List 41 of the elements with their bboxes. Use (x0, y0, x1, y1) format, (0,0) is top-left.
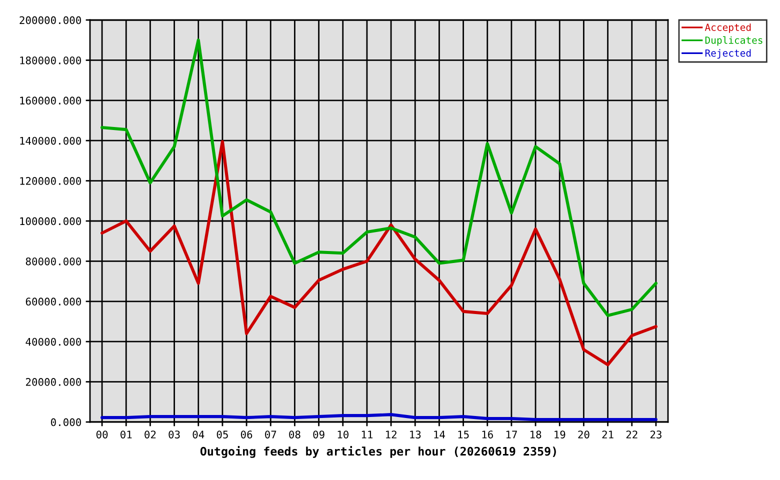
x-tick-label: 19 (554, 430, 566, 438)
x-tick-label: 01 (120, 430, 132, 438)
x-tick-label: 06 (240, 430, 252, 438)
y-tick-label: 40000.000 (26, 338, 81, 346)
y-tick-label: 20000.000 (26, 378, 81, 386)
x-tick-label: 07 (265, 430, 276, 438)
x-tick-label: 00 (96, 430, 108, 438)
x-tick-label: 02 (144, 430, 156, 438)
x-tick-label: 18 (530, 430, 542, 438)
x-tick-label: 09 (313, 430, 324, 438)
y-tick-label: 100000.000 (20, 217, 81, 226)
x-tick-label: 22 (626, 430, 638, 438)
x-tick-label: 23 (650, 430, 662, 438)
x-tick-label: 10 (338, 430, 348, 438)
y-tick-label: 180000.000 (20, 56, 81, 64)
x-tick-label: 13 (410, 430, 421, 438)
x-tick-label: 05 (216, 430, 228, 438)
y-tick-label: 80000.000 (26, 257, 81, 266)
x-tick-label: 21 (602, 430, 614, 438)
x-axis-title: Outgoing feeds by articles per hour (20260619 2359) (200, 446, 556, 458)
x-tick-label: 14 (434, 430, 445, 438)
line-series (100, 140, 658, 366)
line-series (100, 38, 658, 317)
x-tick-label: 17 (506, 430, 517, 438)
legend-label: Duplicates (705, 36, 762, 46)
y-tick-label: 200000.000 (20, 16, 81, 24)
x-tick-label: 16 (482, 430, 493, 438)
legend-label: Rejected (705, 49, 751, 59)
legend-label: Accepted (704, 23, 751, 33)
y-tick-label: 140000.000 (20, 136, 81, 145)
x-tick-label: 04 (192, 430, 204, 438)
y-tick-label: 60000.000 (26, 298, 81, 306)
x-tick-label: 20 (578, 430, 590, 438)
x-tick-label: 11 (362, 430, 373, 438)
x-tick-label: 08 (289, 430, 300, 438)
x-tick-label: 15 (458, 430, 469, 438)
y-tick-label: 0.000 (50, 418, 81, 426)
y-tick-label: 160000.000 (20, 96, 81, 105)
y-tick-label: 120000.000 (20, 177, 81, 185)
x-tick-label: 12 (386, 430, 396, 438)
x-tick-label: 03 (168, 430, 180, 438)
